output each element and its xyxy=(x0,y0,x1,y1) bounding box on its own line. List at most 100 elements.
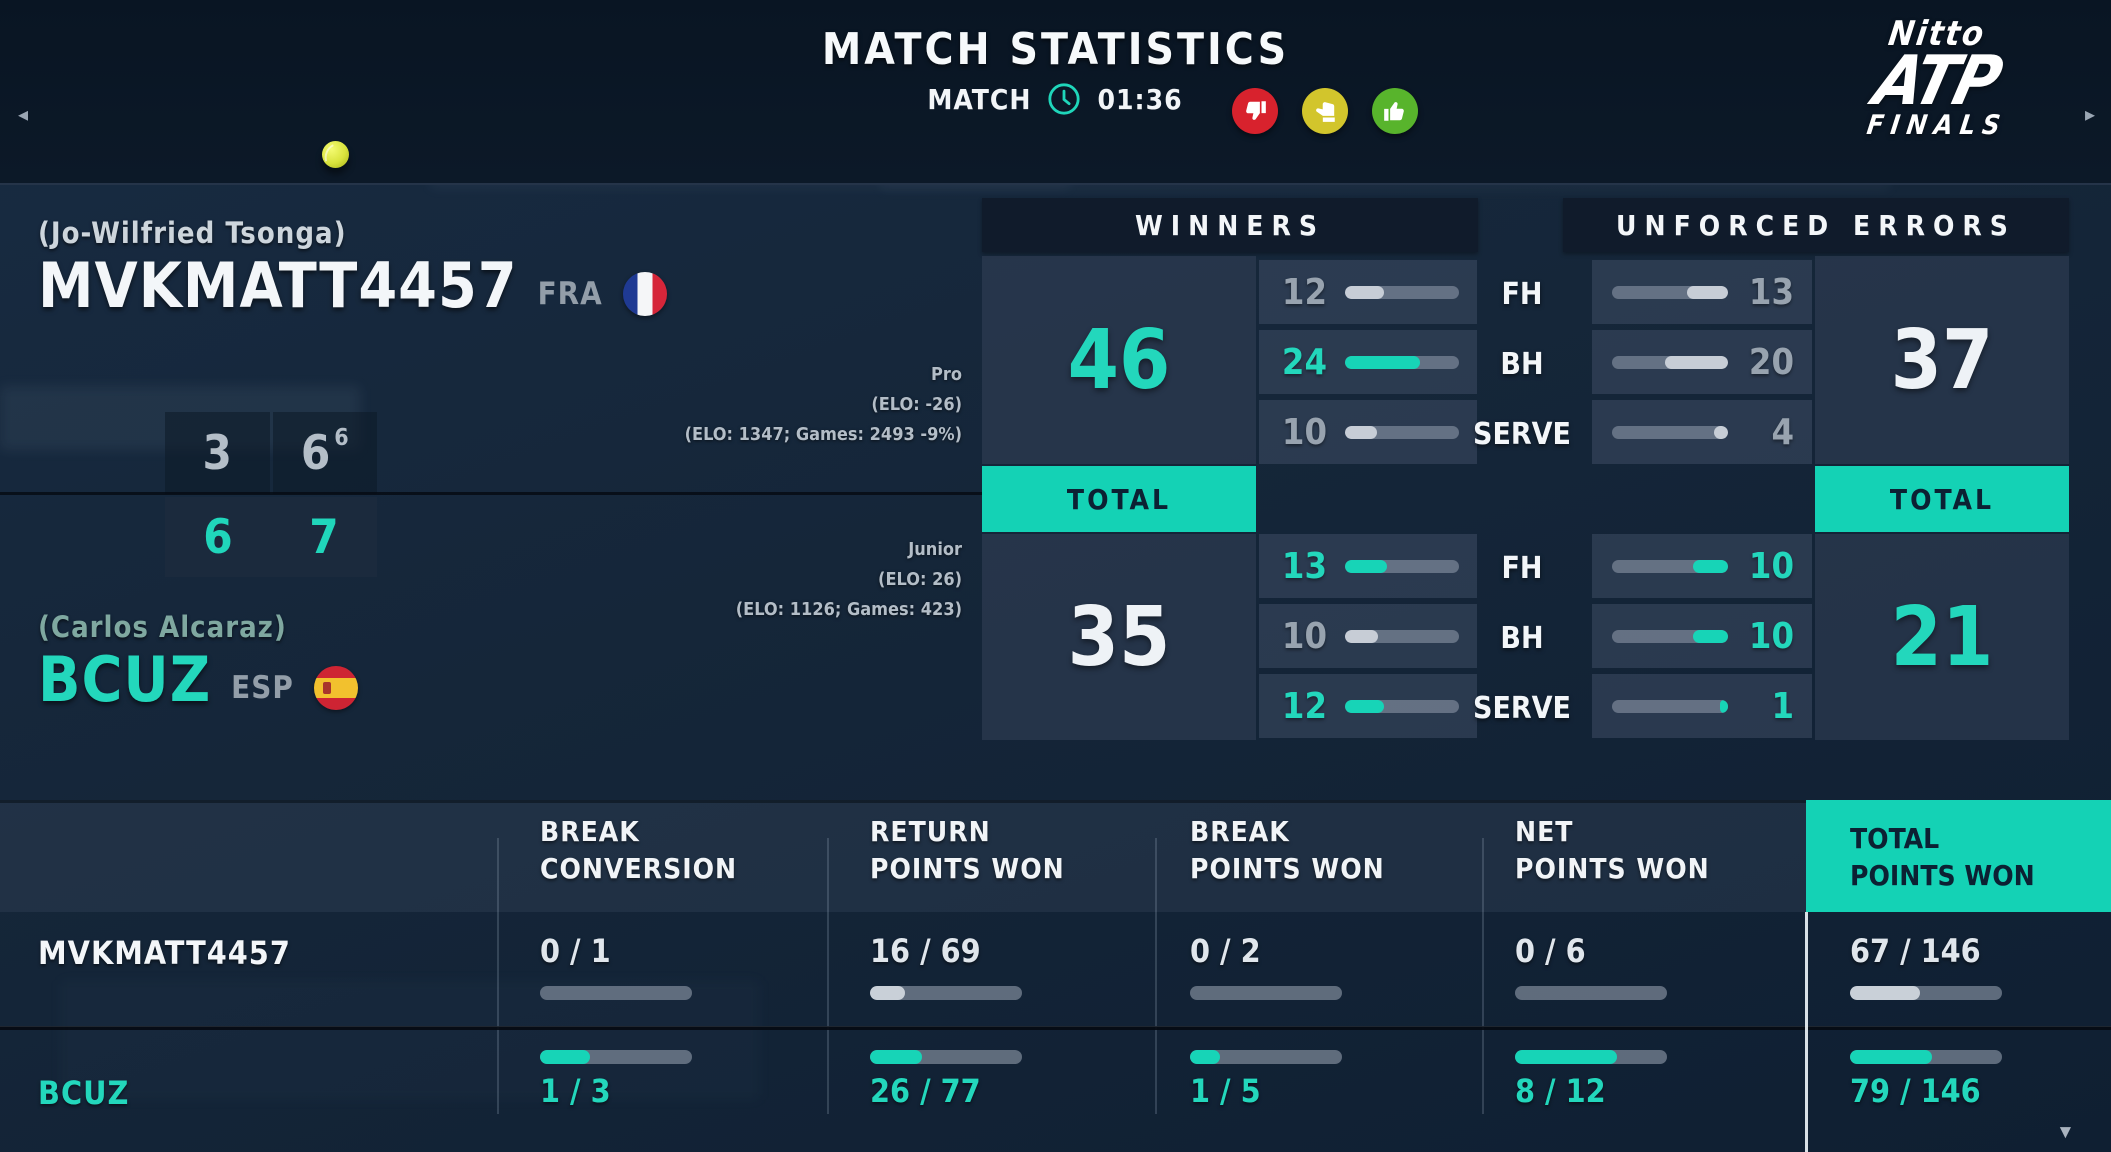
p2-break-conversion-bar xyxy=(540,1050,692,1064)
p1-break-points-won: 0 / 2 xyxy=(1190,932,1261,970)
player2-winners-total: 35 xyxy=(1067,589,1171,685)
scroll-down-arrow-icon[interactable]: ▼ xyxy=(2056,1122,2075,1143)
match-rating-buttons xyxy=(1232,88,1418,134)
player2-name-row: BCUZ ESP xyxy=(38,644,358,716)
errors-p2-serve-value: 1 xyxy=(1771,685,1794,727)
winners-p1-serve-row: 10 xyxy=(1259,400,1477,464)
total-column-separator xyxy=(1805,912,1808,1152)
player1-elo-block: Pro (ELO: -26) (ELO: 1347; Games: 2493 -… xyxy=(642,360,962,450)
header-total-points-won-selected[interactable]: TOTAL POINTS WON xyxy=(1806,800,2111,912)
spain-flag-icon xyxy=(313,666,358,710)
next-page-arrow-icon[interactable]: ▸ xyxy=(2084,104,2095,126)
tennis-ball-icon xyxy=(322,141,349,168)
header-break-points-won: BREAK POINTS WON xyxy=(1190,815,1385,885)
errors-p1-fh-bar xyxy=(1612,285,1728,299)
match-time: 01:36 xyxy=(1097,82,1183,116)
errors-p2-fh-value: 10 xyxy=(1748,545,1794,587)
errors-p1-serve-bar xyxy=(1612,425,1728,439)
player2-set-scores: 6 7 xyxy=(165,497,377,577)
errors-p2-serve-bar xyxy=(1612,699,1728,713)
errors-p2-fh-row: 10 xyxy=(1592,534,1812,598)
winners-p2-bh-row: 10 xyxy=(1259,604,1477,668)
player1-name-row: MVKMATT4457 FRA xyxy=(38,250,667,322)
column-divider xyxy=(497,838,499,1114)
p2-break-conversion: 1 / 3 xyxy=(540,1072,611,1110)
player2-elo-block: Junior (ELO: 26) (ELO: 1126; Games: 423) xyxy=(642,535,962,625)
player1-set-scores: 3 6 6 xyxy=(165,412,377,494)
match-label: MATCH xyxy=(927,82,1032,116)
winners-p1-fh-bar xyxy=(1345,285,1459,299)
errors-p1-bh-value: 20 xyxy=(1748,341,1794,383)
p1-total-points-won-bar xyxy=(1850,986,2002,1000)
p1-total-points-won: 67 / 146 xyxy=(1850,932,1981,970)
column-divider xyxy=(827,838,829,1114)
player1-errors-total: 37 xyxy=(1890,312,1994,408)
logo-finals-text: FINALS xyxy=(1864,110,2010,141)
player1-winners-total: 46 xyxy=(1067,312,1171,408)
player2-elo-change: (ELO: 26) xyxy=(878,569,962,590)
player1-elo-change: (ELO: -26) xyxy=(871,394,962,415)
player1-errors-total-box: 37 xyxy=(1815,256,2069,464)
errors-p1-fh-value: 13 xyxy=(1748,271,1794,313)
stats-table-header-band xyxy=(0,800,2111,912)
player-divider-line xyxy=(0,492,982,495)
errors-p1-serve-row: 4 xyxy=(1592,400,1812,464)
top-bar: MATCH STATISTICS MATCH 01:36 Nitto ATP F… xyxy=(0,0,2111,185)
p1-break-points-won-bar xyxy=(1190,986,1342,1000)
stat-label-serve: SERVE xyxy=(1473,417,1571,452)
header-return-points-won: RETURN POINTS WON xyxy=(870,815,1065,885)
errors-total-banner: TOTAL xyxy=(1815,466,2069,532)
player2-set1-score: 6 xyxy=(203,509,233,565)
p1-return-points-won-bar xyxy=(870,986,1022,1000)
thumbs-down-button[interactable] xyxy=(1232,88,1278,134)
france-flag-icon xyxy=(622,272,667,316)
nitto-atp-finals-logo: Nitto ATP FINALS xyxy=(1827,14,2047,141)
thumbs-down-icon xyxy=(1246,101,1266,120)
p2-break-points-won-bar xyxy=(1190,1050,1342,1064)
winners-p1-fh-value: 12 xyxy=(1281,271,1327,313)
stat-label-fh: FH xyxy=(1501,277,1543,312)
errors-p2-serve-row: 1 xyxy=(1592,674,1812,738)
match-time-row: MATCH 01:36 xyxy=(900,82,1210,116)
stat-label-bh: BH xyxy=(1500,621,1544,656)
winners-panel-header: WINNERS xyxy=(982,198,1478,252)
set-scoreboard: 3 6 6 6 7 xyxy=(165,412,377,577)
player2-country-code: ESP xyxy=(231,670,294,706)
player1-gamertag: MVKMATT4457 xyxy=(38,249,518,322)
winners-p2-fh-value: 13 xyxy=(1281,545,1327,587)
player2-errors-total-box: 21 xyxy=(1815,534,2069,740)
p1-break-conversion: 0 / 1 xyxy=(540,932,611,970)
p2-net-points-won-bar xyxy=(1515,1050,1667,1064)
table-player2-name: BCUZ xyxy=(38,1074,130,1112)
p2-net-points-won: 8 / 12 xyxy=(1515,1072,1606,1110)
column-divider xyxy=(1155,838,1157,1114)
winners-p2-bh-bar xyxy=(1345,629,1459,643)
winners-p2-serve-row: 12 xyxy=(1259,674,1477,738)
prev-page-arrow-icon[interactable]: ◂ xyxy=(18,104,29,126)
player1-elo-detail: (ELO: 1347; Games: 2493 -9%) xyxy=(684,424,962,445)
thumbs-up-icon xyxy=(1384,102,1404,121)
winners-p2-fh-row: 13 xyxy=(1259,534,1477,598)
header-break-conversion: BREAK CONVERSION xyxy=(540,815,738,885)
header-net-points-won: NET POINTS WON xyxy=(1515,815,1710,885)
player2-rank-label: Junior xyxy=(908,539,962,560)
errors-p2-fh-bar xyxy=(1612,559,1728,573)
column-divider xyxy=(1482,838,1484,1114)
p2-total-points-won: 79 / 146 xyxy=(1850,1072,1981,1110)
winners-p1-serve-value: 10 xyxy=(1281,411,1327,453)
player1-country-code: FRA xyxy=(537,276,603,312)
thumbs-up-button[interactable] xyxy=(1372,88,1418,134)
winners-p2-serve-bar xyxy=(1345,699,1459,713)
player1-rank-label: Pro xyxy=(931,364,962,385)
thumbs-neutral-button[interactable] xyxy=(1302,88,1348,134)
unforced-errors-panel-header: UNFORCED ERRORS xyxy=(1563,198,2069,252)
table-row-divider xyxy=(0,1026,2111,1030)
player2-set2-score: 7 xyxy=(309,509,339,565)
table-player1-name: MVKMATT4457 xyxy=(38,934,291,972)
winners-p1-fh-row: 12 xyxy=(1259,260,1477,324)
errors-p1-bh-bar xyxy=(1612,355,1728,369)
stat-label-serve: SERVE xyxy=(1473,691,1571,726)
errors-p2-bh-row: 10 xyxy=(1592,604,1812,668)
errors-p1-fh-row: 13 xyxy=(1592,260,1812,324)
